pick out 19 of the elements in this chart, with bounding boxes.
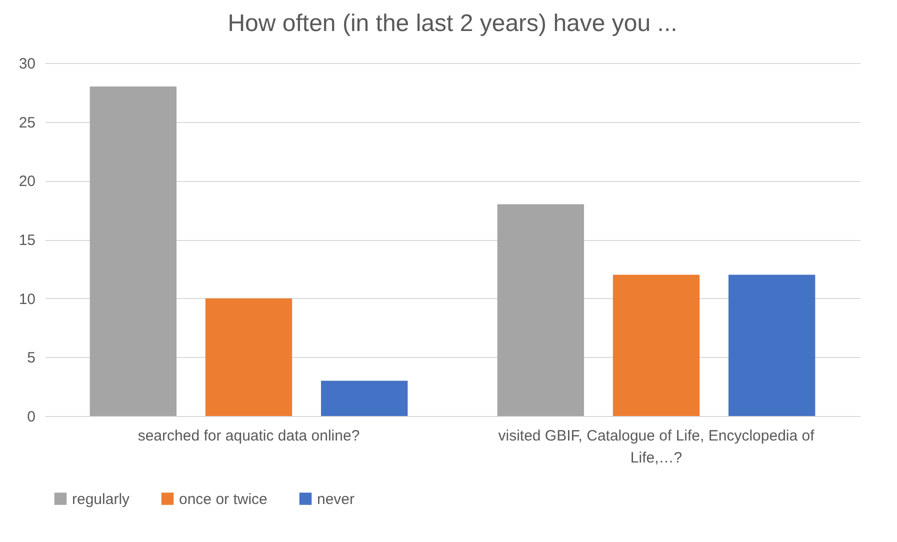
y-tick-label: 0 — [27, 408, 36, 426]
chart-title: How often (in the last 2 years) have you ... — [228, 10, 678, 37]
bar — [320, 380, 408, 416]
legend-label: never — [317, 490, 355, 508]
y-tick-label: 30 — [18, 56, 36, 72]
bar — [205, 298, 292, 416]
legend-label: once or twice — [179, 490, 268, 508]
y-tick-label: 25 — [18, 114, 36, 132]
bar — [90, 86, 177, 416]
x-tick-label: searched for aquatic data online? — [138, 428, 360, 444]
y-tick-label: 10 — [18, 290, 36, 308]
bar — [728, 274, 816, 416]
y-tick-label: 20 — [18, 173, 36, 190]
y-tick-label: 15 — [18, 232, 36, 249]
bar — [497, 204, 584, 416]
y-tick-label: 5 — [27, 350, 36, 367]
legend-label: regularly — [72, 490, 130, 508]
bar — [612, 274, 700, 416]
x-tick-label: visited GBIF, Catalogue of Life, Encyclopedia of Life,…? — [498, 428, 816, 466]
